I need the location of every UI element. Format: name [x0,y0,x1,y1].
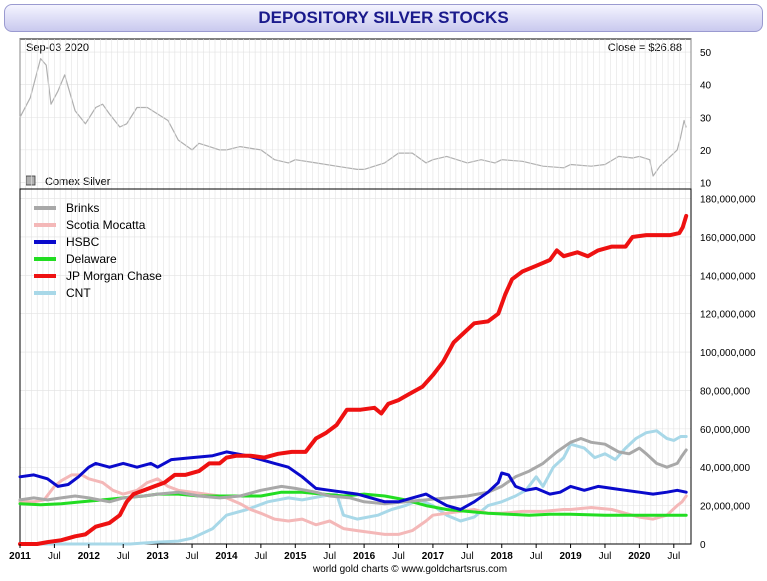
x-tick-label: Jul [667,551,680,562]
stocks-y-tick-label: 140,000,000 [700,271,756,282]
price-y-tick-label: 10 [700,178,712,189]
stocks-y-tick-label: 100,000,000 [700,348,756,359]
x-tick-label: Jul [117,551,130,562]
stocks-y-tick-label: 60,000,000 [700,425,750,436]
x-tick-label: Jul [599,551,612,562]
price-legend-swatch [25,175,36,186]
legend-label: JP Morgan Chase [66,269,162,283]
series-line-scotia-mocatta [18,473,688,536]
series-line-cnt [18,429,688,546]
x-tick-label: Jul [461,551,474,562]
stocks-panel-frame [19,188,692,545]
x-tick-label: Jul [323,551,336,562]
x-tick-label: 2018 [491,551,514,562]
x-tick-label: Jul [254,551,267,562]
price-y-tick-label: 20 [700,146,712,157]
x-tick-label: 2014 [215,551,238,562]
date-label: Sep-03 2020 [26,42,89,54]
legend-label: Delaware [66,252,117,266]
legend-label: Brinks [66,201,99,215]
stocks-y-tick-label: 160,000,000 [700,233,756,244]
x-axis: 2011 Jul 2012 Jul 2013 Jul 2014 Jul 2015 Jul 2016 J… [9,544,680,562]
series-line-hsbc [18,450,688,511]
series-line-jp-morgan-chase [18,213,689,546]
x-tick-label: 2011 [9,551,31,562]
x-tick-label: 2013 [147,551,170,562]
chart-title: DEPOSITORY SILVER STOCKS [4,4,763,32]
legend-label: CNT [66,286,91,300]
price-legend-label: Comex Silver [45,176,111,188]
legend-label: HSBC [66,235,100,249]
stocks-y-tick-label: 0 [700,540,706,551]
stocks-y-tick-label: 180,000,000 [700,195,756,206]
x-tick-label: Jul [530,551,543,562]
stocks-y-tick-label: 80,000,000 [700,386,750,397]
stocks-y-tick-label: 120,000,000 [700,310,756,321]
price-y-tick-label: 50 [700,48,712,59]
x-tick-label: Jul [392,551,405,562]
price-y-tick-label: 40 [700,81,712,92]
stocks-panel: 0 20,000,000 40,000,000 60,000,000 80,000,00… [18,39,756,551]
x-tick-label: Jul [48,551,61,562]
stocks-y-tick-label: 40,000,000 [700,463,750,474]
x-tick-label: Jul [186,551,199,562]
x-tick-label: 2015 [284,551,307,562]
x-tick-label: 2012 [78,551,101,562]
price-y-tick-label: 30 [700,113,712,124]
stocks-y-tick-label: 20,000,000 [700,502,750,513]
footer-credit: world gold charts © www.goldchartsrus.co… [312,564,507,575]
x-tick-label: 2017 [422,551,445,562]
x-tick-label: 2019 [559,551,582,562]
x-tick-label: 2020 [628,551,651,562]
price-series-line [19,58,687,177]
x-tick-label: 2016 [353,551,376,562]
legend-label: Scotia Mocatta [66,218,146,232]
